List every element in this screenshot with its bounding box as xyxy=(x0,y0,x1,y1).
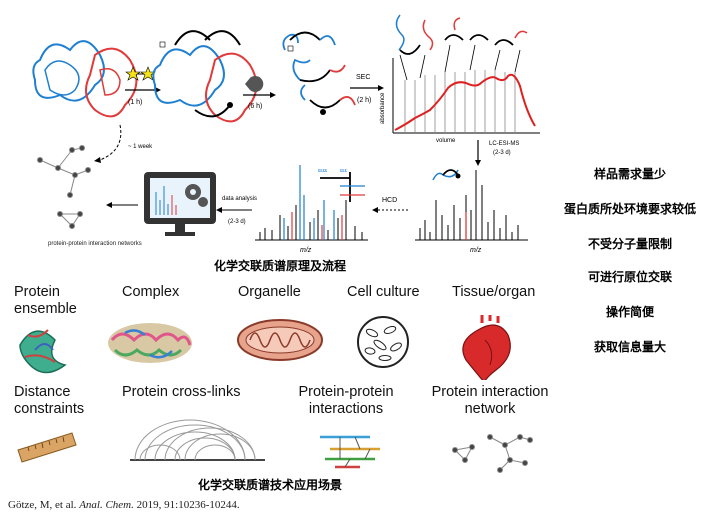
workflow-caption: 化学交联质谱原理及流程 xyxy=(213,259,346,273)
ruler-icon xyxy=(17,432,77,463)
label-protein-protein-interactions: Protein-protein interactions xyxy=(298,384,394,417)
advantage-5: 操作简便 xyxy=(605,305,654,319)
protease-icon xyxy=(245,76,264,92)
citation: Götze, M, et al. Anal. Chem. 2019, 91:10… xyxy=(8,499,240,511)
workflow-diagram: (1 h) (6 h) SEC (2 h) xyxy=(32,14,540,254)
crosslinked-peptides xyxy=(282,31,356,115)
crosslinker-icon xyxy=(125,66,156,81)
protein-complex-initial xyxy=(32,40,138,118)
advantage-2: 蛋白质所处环境要求较低 xyxy=(563,202,696,216)
sec-chromatogram: absorbance volume xyxy=(380,58,540,144)
advantage-6: 获取信息量大 xyxy=(593,340,666,354)
application-icons-top xyxy=(19,315,511,380)
fraction-peptides xyxy=(395,14,528,81)
sec-label: SEC xyxy=(356,74,370,81)
hcd-label: HCD xyxy=(382,197,397,204)
ppi-bars-icon xyxy=(320,435,380,469)
tissue-heart-icon xyxy=(462,315,511,380)
protein-ensemble-icon xyxy=(19,329,67,374)
data-analysis-label: data analysis xyxy=(222,196,257,202)
applications-caption: 化学交联质谱技术应用场景 xyxy=(197,478,342,492)
complex-icon xyxy=(108,323,192,363)
ms1-spectrum: m/z xyxy=(415,169,528,254)
protein-complex-crosslinked xyxy=(152,30,258,123)
label-cell-culture: Cell culture xyxy=(347,284,420,300)
cross-link-arc-diagram xyxy=(130,419,265,461)
ms1-mz-label: m/z xyxy=(470,247,482,254)
week-label: ~ 1 week xyxy=(128,144,153,150)
advantage-1: 样品需求量少 xyxy=(593,167,666,181)
lcms-time: (2-3 d) xyxy=(493,150,511,156)
label-organelle: Organelle xyxy=(238,284,301,300)
step1-time: (1 h) xyxy=(128,99,142,106)
citation-details: 2019, 91:10236-10244. xyxy=(136,499,240,511)
data-analysis-time: (2-3 d) xyxy=(228,219,246,225)
lcms-label: LC-ESI-MS xyxy=(489,141,519,147)
step2-time: (6 h) xyxy=(248,103,262,110)
label-tissue-organ: Tissue/organ xyxy=(452,284,536,300)
network-label: protein-protein interaction networks xyxy=(48,241,142,247)
interaction-network-graph xyxy=(37,145,91,229)
label-protein-cross-links: Protein cross-links xyxy=(122,384,241,400)
svg-text:ɛɛɛɛ: ɛɛɛɛ xyxy=(318,168,328,174)
svg-text:ɛɛɛ: ɛɛɛ xyxy=(340,168,348,174)
protein-network-icon xyxy=(452,434,533,473)
sec-time: (2 h) xyxy=(357,97,371,104)
volume-label: volume xyxy=(436,138,456,144)
label-distance-constraints: Distance constraints xyxy=(14,384,85,417)
absorbance-label: absorbance xyxy=(380,92,386,124)
computer-monitor-icon xyxy=(144,172,216,236)
citation-authors: Götze, M, et al. xyxy=(8,499,77,511)
label-complex: Complex xyxy=(122,284,180,300)
label-protein-ensemble: Protein ensemble xyxy=(14,284,77,317)
ms2-spectrum: ɛɛɛɛ ɛɛɛ m/z xyxy=(255,165,368,254)
citation-journal: Anal. Chem. xyxy=(79,499,134,511)
cell-culture-dish-icon xyxy=(357,316,409,368)
label-protein-interaction-network: Protein interaction network xyxy=(431,384,549,417)
organelle-mitochondrion-icon xyxy=(237,319,323,361)
advantage-4: 可进行原位交联 xyxy=(587,270,672,284)
advantage-3: 不受分子量限制 xyxy=(587,237,672,251)
ms2-mz-label: m/z xyxy=(300,247,312,254)
application-icons-bottom xyxy=(17,419,533,473)
